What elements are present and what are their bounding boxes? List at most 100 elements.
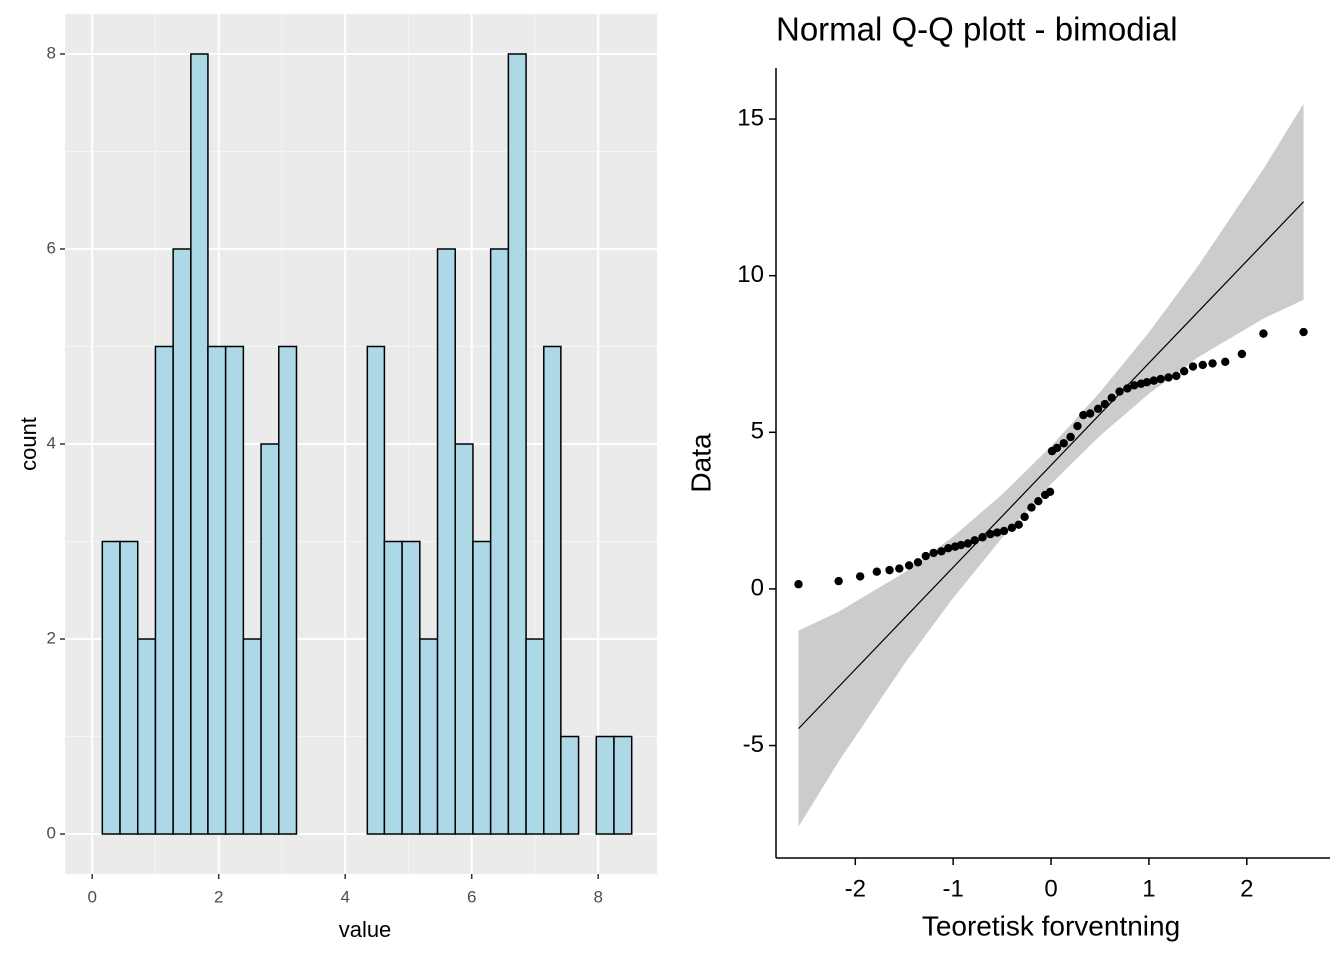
bar — [560, 735, 580, 835]
bar — [119, 540, 139, 835]
point — [1299, 327, 1308, 337]
qq-plot: -2 -1 0 1 2 -5 0 5 10 15 — [737, 68, 1330, 902]
point — [1085, 409, 1095, 418]
bar — [472, 540, 492, 835]
point — [904, 561, 914, 570]
point — [794, 580, 803, 589]
bar — [224, 345, 245, 835]
bar — [436, 248, 456, 835]
bar — [136, 638, 157, 835]
x-tick-label: -1 — [942, 875, 963, 902]
y-tick-label: -5 — [743, 731, 764, 758]
point — [944, 544, 953, 553]
point — [1198, 360, 1207, 370]
point — [1059, 439, 1068, 448]
bar — [242, 638, 262, 835]
point — [1100, 399, 1110, 409]
point — [1115, 387, 1124, 396]
point — [1259, 329, 1268, 338]
x-tick-label: 6 — [467, 887, 476, 906]
x-tick-label: -2 — [845, 875, 866, 902]
y-tick-label: 4 — [47, 433, 56, 452]
bar — [613, 735, 633, 835]
point — [1164, 373, 1173, 382]
point — [834, 576, 843, 586]
bar — [543, 345, 562, 835]
point — [1179, 367, 1189, 376]
point — [929, 548, 938, 558]
point — [956, 540, 966, 550]
x-tick-label: 4 — [340, 887, 349, 906]
x-tick-label: 8 — [593, 887, 602, 906]
x-tick-label: 0 — [87, 887, 96, 906]
point — [1130, 381, 1139, 390]
point — [1020, 512, 1029, 522]
point — [1156, 374, 1165, 384]
point — [1142, 377, 1152, 387]
point — [1027, 503, 1036, 512]
y-tick-label: 15 — [737, 104, 764, 131]
point — [993, 528, 1002, 537]
y-axis-title: Data — [685, 433, 716, 493]
x-tick-label: 1 — [1142, 875, 1155, 902]
y-tick-label: 0 — [751, 574, 764, 601]
bar — [489, 248, 510, 835]
point — [999, 526, 1009, 536]
bar — [454, 443, 474, 835]
x-tick-label: 0 — [1044, 875, 1057, 902]
bar — [278, 345, 298, 835]
point — [937, 547, 946, 556]
bar — [525, 638, 545, 835]
bar — [419, 638, 439, 835]
point — [1208, 359, 1217, 368]
y-tick-label: 0 — [47, 824, 56, 843]
bar — [507, 53, 527, 835]
chart-title: Normal Q-Q plott - bimodial — [776, 11, 1178, 48]
point — [1188, 362, 1198, 371]
point — [1123, 384, 1132, 393]
bar — [154, 345, 174, 835]
x-axis-title: Teoretisk forventning — [922, 910, 1180, 941]
point — [1052, 443, 1062, 453]
point — [1034, 497, 1043, 506]
point — [1107, 393, 1116, 403]
point — [1237, 349, 1247, 359]
point — [895, 564, 904, 573]
y-tick-label: 10 — [737, 261, 764, 288]
point — [1149, 376, 1159, 385]
y-tick-label: 8 — [47, 43, 56, 62]
point — [1066, 432, 1075, 442]
point — [855, 572, 865, 581]
bar — [260, 443, 280, 835]
point — [1014, 520, 1023, 529]
x-tick-label: 2 — [1240, 875, 1253, 902]
point — [1221, 357, 1230, 367]
y-tick-label: 5 — [751, 418, 764, 445]
point — [1073, 421, 1082, 431]
point — [978, 533, 987, 542]
point — [921, 551, 930, 561]
point — [913, 558, 923, 567]
y-axis-title: count — [16, 417, 41, 471]
x-axis-title: value — [339, 917, 392, 942]
point — [872, 567, 882, 576]
bar — [383, 540, 403, 835]
bar — [190, 53, 209, 835]
y-tick-label: 6 — [47, 238, 56, 257]
point — [1079, 410, 1088, 420]
point — [963, 539, 973, 548]
bar — [401, 540, 421, 835]
point — [1093, 404, 1103, 414]
bar — [101, 540, 121, 835]
reference-line — [798, 201, 1305, 730]
point — [986, 529, 995, 539]
point — [1045, 487, 1055, 497]
point — [1007, 523, 1017, 533]
bar — [207, 345, 227, 835]
x-tick-label: 2 — [214, 887, 223, 906]
y-tick-label: 2 — [47, 628, 56, 647]
point — [885, 565, 894, 575]
bar — [172, 248, 192, 835]
bar — [366, 345, 386, 835]
